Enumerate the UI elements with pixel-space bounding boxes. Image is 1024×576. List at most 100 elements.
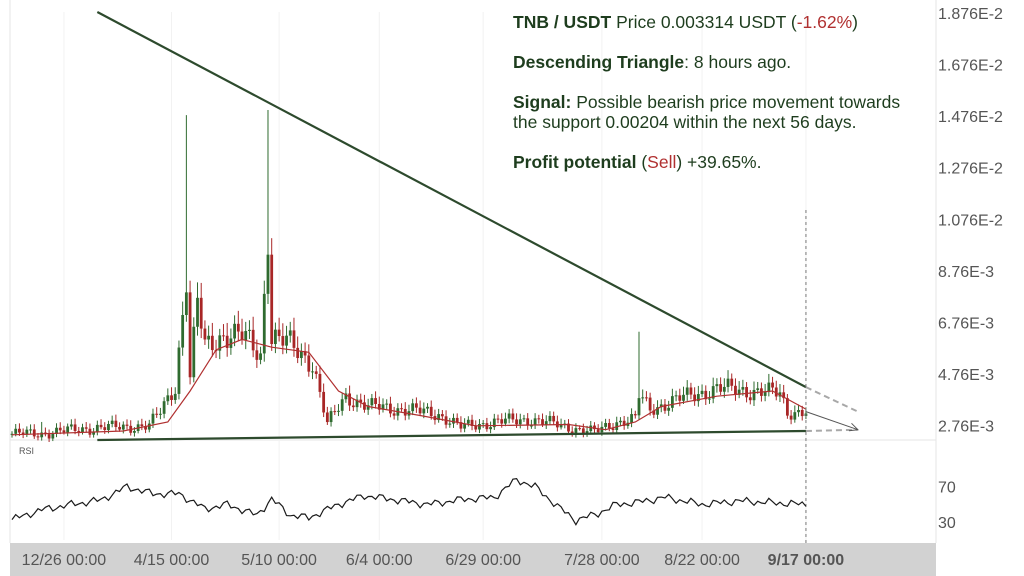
candle-body bbox=[144, 426, 147, 430]
candle-body bbox=[151, 413, 155, 424]
price-tick-label: 1.276E-2 bbox=[938, 161, 1003, 178]
candle-body bbox=[32, 429, 36, 437]
candle-body bbox=[511, 413, 515, 420]
candle-body bbox=[570, 431, 574, 434]
candle-body bbox=[210, 335, 214, 351]
candle-body bbox=[318, 373, 322, 392]
candle-body bbox=[248, 329, 251, 331]
candle-body bbox=[55, 427, 58, 434]
candle-body bbox=[255, 350, 259, 360]
candle-body bbox=[285, 335, 288, 346]
candle-body bbox=[492, 418, 496, 428]
candle-body bbox=[619, 420, 622, 423]
candle-body bbox=[51, 433, 55, 439]
price-tick-label: 4.76E-3 bbox=[938, 367, 994, 384]
candle-body bbox=[674, 395, 678, 397]
candle-body bbox=[622, 420, 626, 426]
support-projection bbox=[805, 428, 858, 432]
candle-body bbox=[348, 393, 352, 406]
candle-body bbox=[14, 428, 18, 434]
candle-body bbox=[496, 418, 500, 420]
candle-body bbox=[207, 335, 211, 340]
candle-body bbox=[121, 424, 125, 430]
candle-body bbox=[700, 390, 704, 395]
candle-body bbox=[92, 431, 96, 435]
candle-body bbox=[448, 423, 452, 425]
time-tick-label: 8/22 00:00 bbox=[664, 552, 740, 569]
candle-body bbox=[218, 335, 222, 351]
candle-body bbox=[29, 429, 32, 431]
candle-body bbox=[437, 414, 441, 421]
rsi-axis-labels: 70 30 bbox=[938, 480, 956, 533]
signal-label: Signal: bbox=[513, 92, 572, 112]
candle-body bbox=[548, 415, 552, 422]
candle-body bbox=[58, 427, 62, 431]
candle-body bbox=[381, 404, 385, 410]
candle-body bbox=[596, 429, 600, 433]
candle-body bbox=[630, 414, 633, 423]
candle-body bbox=[196, 297, 199, 327]
candle-body bbox=[199, 297, 203, 329]
candle-body bbox=[685, 387, 689, 395]
price-tick-label: 6.76E-3 bbox=[938, 315, 994, 332]
candle-body bbox=[363, 402, 366, 410]
candle-body bbox=[452, 417, 455, 424]
candle-body bbox=[455, 417, 459, 423]
price-label: Price bbox=[616, 12, 656, 32]
candle-body bbox=[344, 393, 348, 400]
candle-body bbox=[140, 424, 144, 427]
candle-body bbox=[307, 355, 311, 372]
candle-body bbox=[84, 427, 88, 429]
candle-body bbox=[652, 410, 656, 415]
candle-body bbox=[229, 338, 233, 348]
price-change: -1.62% bbox=[796, 12, 853, 32]
candle-body bbox=[544, 421, 548, 425]
candle-body bbox=[277, 329, 281, 337]
candle-body bbox=[262, 293, 266, 354]
candle-body bbox=[311, 371, 314, 373]
candle-body bbox=[682, 394, 685, 401]
candle-body bbox=[567, 423, 570, 432]
candle-body bbox=[711, 386, 715, 399]
profit-label: Profit potential bbox=[513, 152, 637, 172]
candle-body bbox=[500, 419, 504, 424]
candle-body bbox=[578, 428, 582, 430]
candle-body bbox=[648, 397, 652, 411]
candle-body bbox=[559, 424, 563, 428]
candle-body bbox=[244, 330, 248, 340]
candle-body bbox=[574, 428, 578, 434]
candle-body bbox=[95, 424, 99, 432]
candle-body bbox=[611, 428, 615, 431]
candle-body bbox=[25, 429, 29, 435]
signal-text: Possible bearish price movement towards … bbox=[513, 92, 901, 132]
candle-body bbox=[752, 389, 756, 401]
candle-body bbox=[400, 408, 403, 410]
candle-body bbox=[481, 423, 485, 425]
candle-body bbox=[414, 403, 418, 408]
candle-body bbox=[47, 434, 51, 439]
candle-body bbox=[359, 399, 363, 403]
candle-body bbox=[184, 292, 188, 316]
candle-body bbox=[259, 353, 262, 360]
candle-body bbox=[118, 426, 121, 430]
candle-body bbox=[166, 395, 170, 402]
candle-body bbox=[741, 387, 745, 390]
candle-body bbox=[333, 411, 337, 413]
pattern-info-panel: TNB / USDT Price 0.003314 USDT (-1.62%) … bbox=[513, 12, 923, 192]
candle-body bbox=[322, 391, 326, 413]
candle-body bbox=[793, 412, 797, 420]
candle-body bbox=[114, 420, 118, 427]
candle-body bbox=[270, 254, 274, 345]
candle-body bbox=[288, 330, 292, 336]
time-axis-band bbox=[10, 543, 936, 576]
candle-body bbox=[303, 351, 307, 356]
moving-average-line bbox=[11, 338, 807, 436]
candle-body bbox=[103, 427, 107, 431]
candle-body bbox=[125, 424, 129, 426]
price-axis-labels: 1.876E-2 1.676E-2 1.476E-2 1.276E-2 1.076E-2… bbox=[938, 6, 1003, 436]
candle-body bbox=[411, 403, 415, 412]
projection-arrowhead bbox=[848, 422, 859, 432]
candle-body bbox=[797, 409, 800, 413]
candle-body bbox=[470, 419, 474, 426]
candle-body bbox=[593, 425, 596, 430]
